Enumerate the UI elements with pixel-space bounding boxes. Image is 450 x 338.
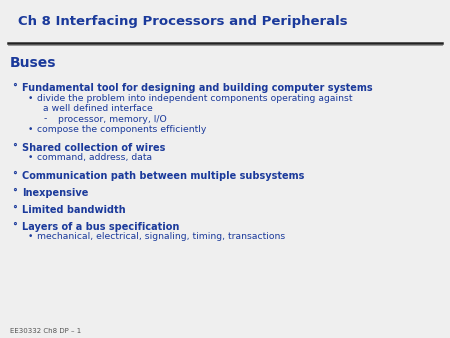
Text: °: °: [12, 205, 17, 215]
Text: °: °: [12, 188, 17, 198]
Text: •: •: [28, 125, 33, 134]
Text: Shared collection of wires: Shared collection of wires: [22, 143, 166, 153]
Text: °: °: [12, 143, 17, 153]
Text: a well defined interface: a well defined interface: [37, 104, 153, 113]
Text: command, address, data: command, address, data: [37, 153, 152, 162]
Text: Communication path between multiple subsystems: Communication path between multiple subs…: [22, 171, 304, 181]
Text: •: •: [28, 94, 33, 102]
Text: processor, memory, I/O: processor, memory, I/O: [58, 115, 167, 123]
Text: EE30332 Ch8 DP – 1: EE30332 Ch8 DP – 1: [10, 328, 81, 334]
Text: -: -: [44, 115, 47, 123]
Text: Inexpensive: Inexpensive: [22, 188, 88, 198]
Text: °: °: [12, 171, 17, 181]
Text: compose the components efficiently: compose the components efficiently: [37, 125, 207, 134]
Text: Limited bandwidth: Limited bandwidth: [22, 205, 126, 215]
Text: Fundamental tool for designing and building computer systems: Fundamental tool for designing and build…: [22, 83, 373, 93]
Text: Layers of a bus specification: Layers of a bus specification: [22, 222, 180, 232]
Text: Ch 8 Interfacing Processors and Peripherals: Ch 8 Interfacing Processors and Peripher…: [18, 16, 347, 28]
Text: •: •: [28, 232, 33, 241]
Text: °: °: [12, 222, 17, 232]
Text: •: •: [28, 153, 33, 162]
Text: divide the problem into independent components operating against: divide the problem into independent comp…: [37, 94, 352, 102]
Text: mechanical, electrical, signaling, timing, transactions: mechanical, electrical, signaling, timin…: [37, 232, 285, 241]
Text: Buses: Buses: [10, 56, 57, 70]
Text: °: °: [12, 83, 17, 93]
